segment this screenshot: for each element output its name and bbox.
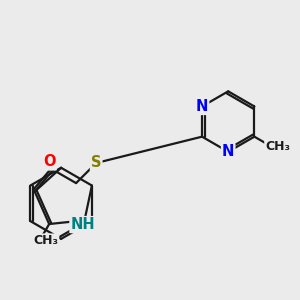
Text: S: S [91, 155, 101, 170]
Text: N: N [196, 99, 208, 114]
Text: N: N [222, 144, 234, 159]
Text: CH₃: CH₃ [33, 235, 58, 248]
Text: O: O [43, 154, 56, 169]
Text: CH₃: CH₃ [265, 140, 290, 153]
Text: NH: NH [70, 217, 95, 232]
